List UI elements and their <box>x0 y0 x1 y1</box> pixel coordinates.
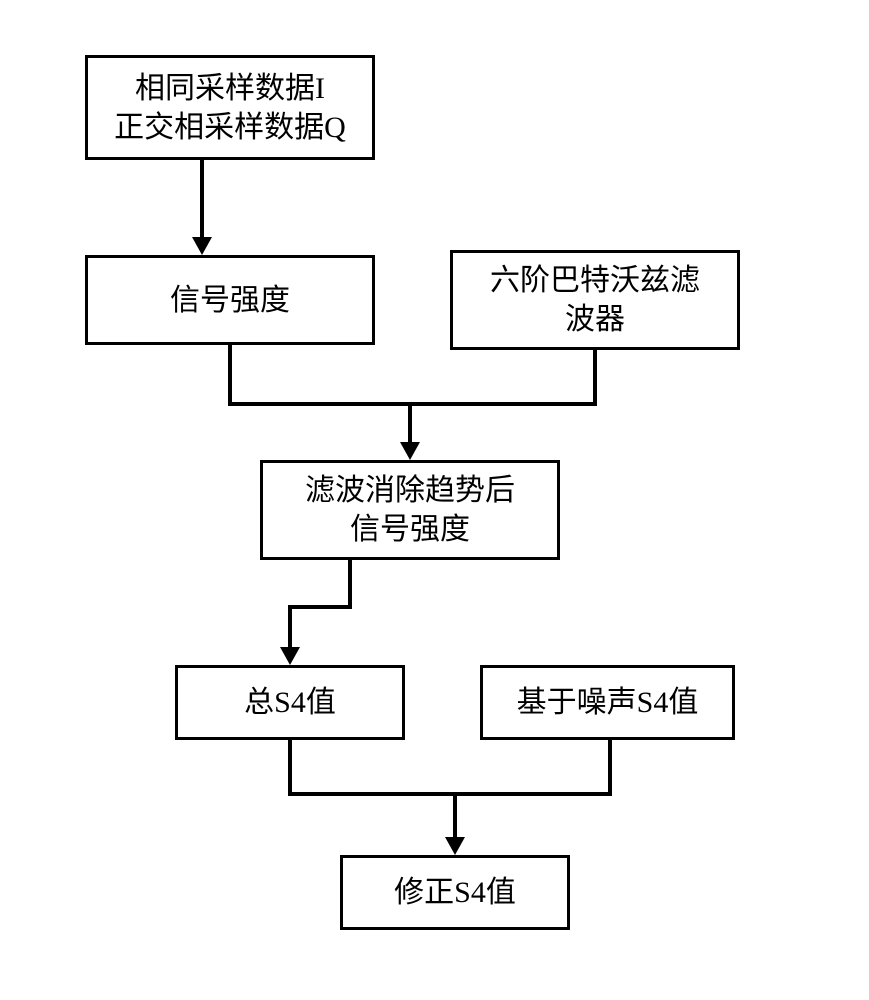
connector-line <box>288 605 352 609</box>
node-label: 总S4值 <box>244 683 336 722</box>
node-input-data: 相同采样数据I正交相采样数据Q <box>85 55 375 160</box>
node-corrected-s4: 修正S4值 <box>340 855 570 930</box>
connector-line <box>228 402 597 406</box>
connector-line <box>228 345 232 405</box>
connector-line <box>200 160 204 237</box>
arrow-head-icon <box>192 237 212 255</box>
node-label: 修正S4值 <box>394 873 516 912</box>
node-filtered-signal: 滤波消除趋势后信号强度 <box>260 460 560 560</box>
connector-line <box>288 605 292 647</box>
connector-line <box>288 740 292 795</box>
node-signal-strength: 信号强度 <box>85 255 375 345</box>
connector-line <box>408 402 412 442</box>
node-total-s4: 总S4值 <box>175 665 405 740</box>
node-noise-s4: 基于噪声S4值 <box>480 665 735 740</box>
arrow-head-icon <box>445 837 465 855</box>
arrow-head-icon <box>280 647 300 665</box>
connector-line <box>593 350 597 405</box>
connector-line <box>608 740 612 795</box>
node-label: 信号强度 <box>170 281 290 320</box>
arrow-head-icon <box>400 442 420 460</box>
connector-line <box>453 792 457 837</box>
connector-line <box>288 792 612 796</box>
connector-line <box>348 560 352 605</box>
node-label: 基于噪声S4值 <box>517 683 699 722</box>
flowchart-canvas: 相同采样数据I正交相采样数据Q 信号强度 六阶巴特沃兹滤波器 滤波消除趋势后信号… <box>0 0 869 1000</box>
node-butterworth-filter: 六阶巴特沃兹滤波器 <box>450 250 740 350</box>
